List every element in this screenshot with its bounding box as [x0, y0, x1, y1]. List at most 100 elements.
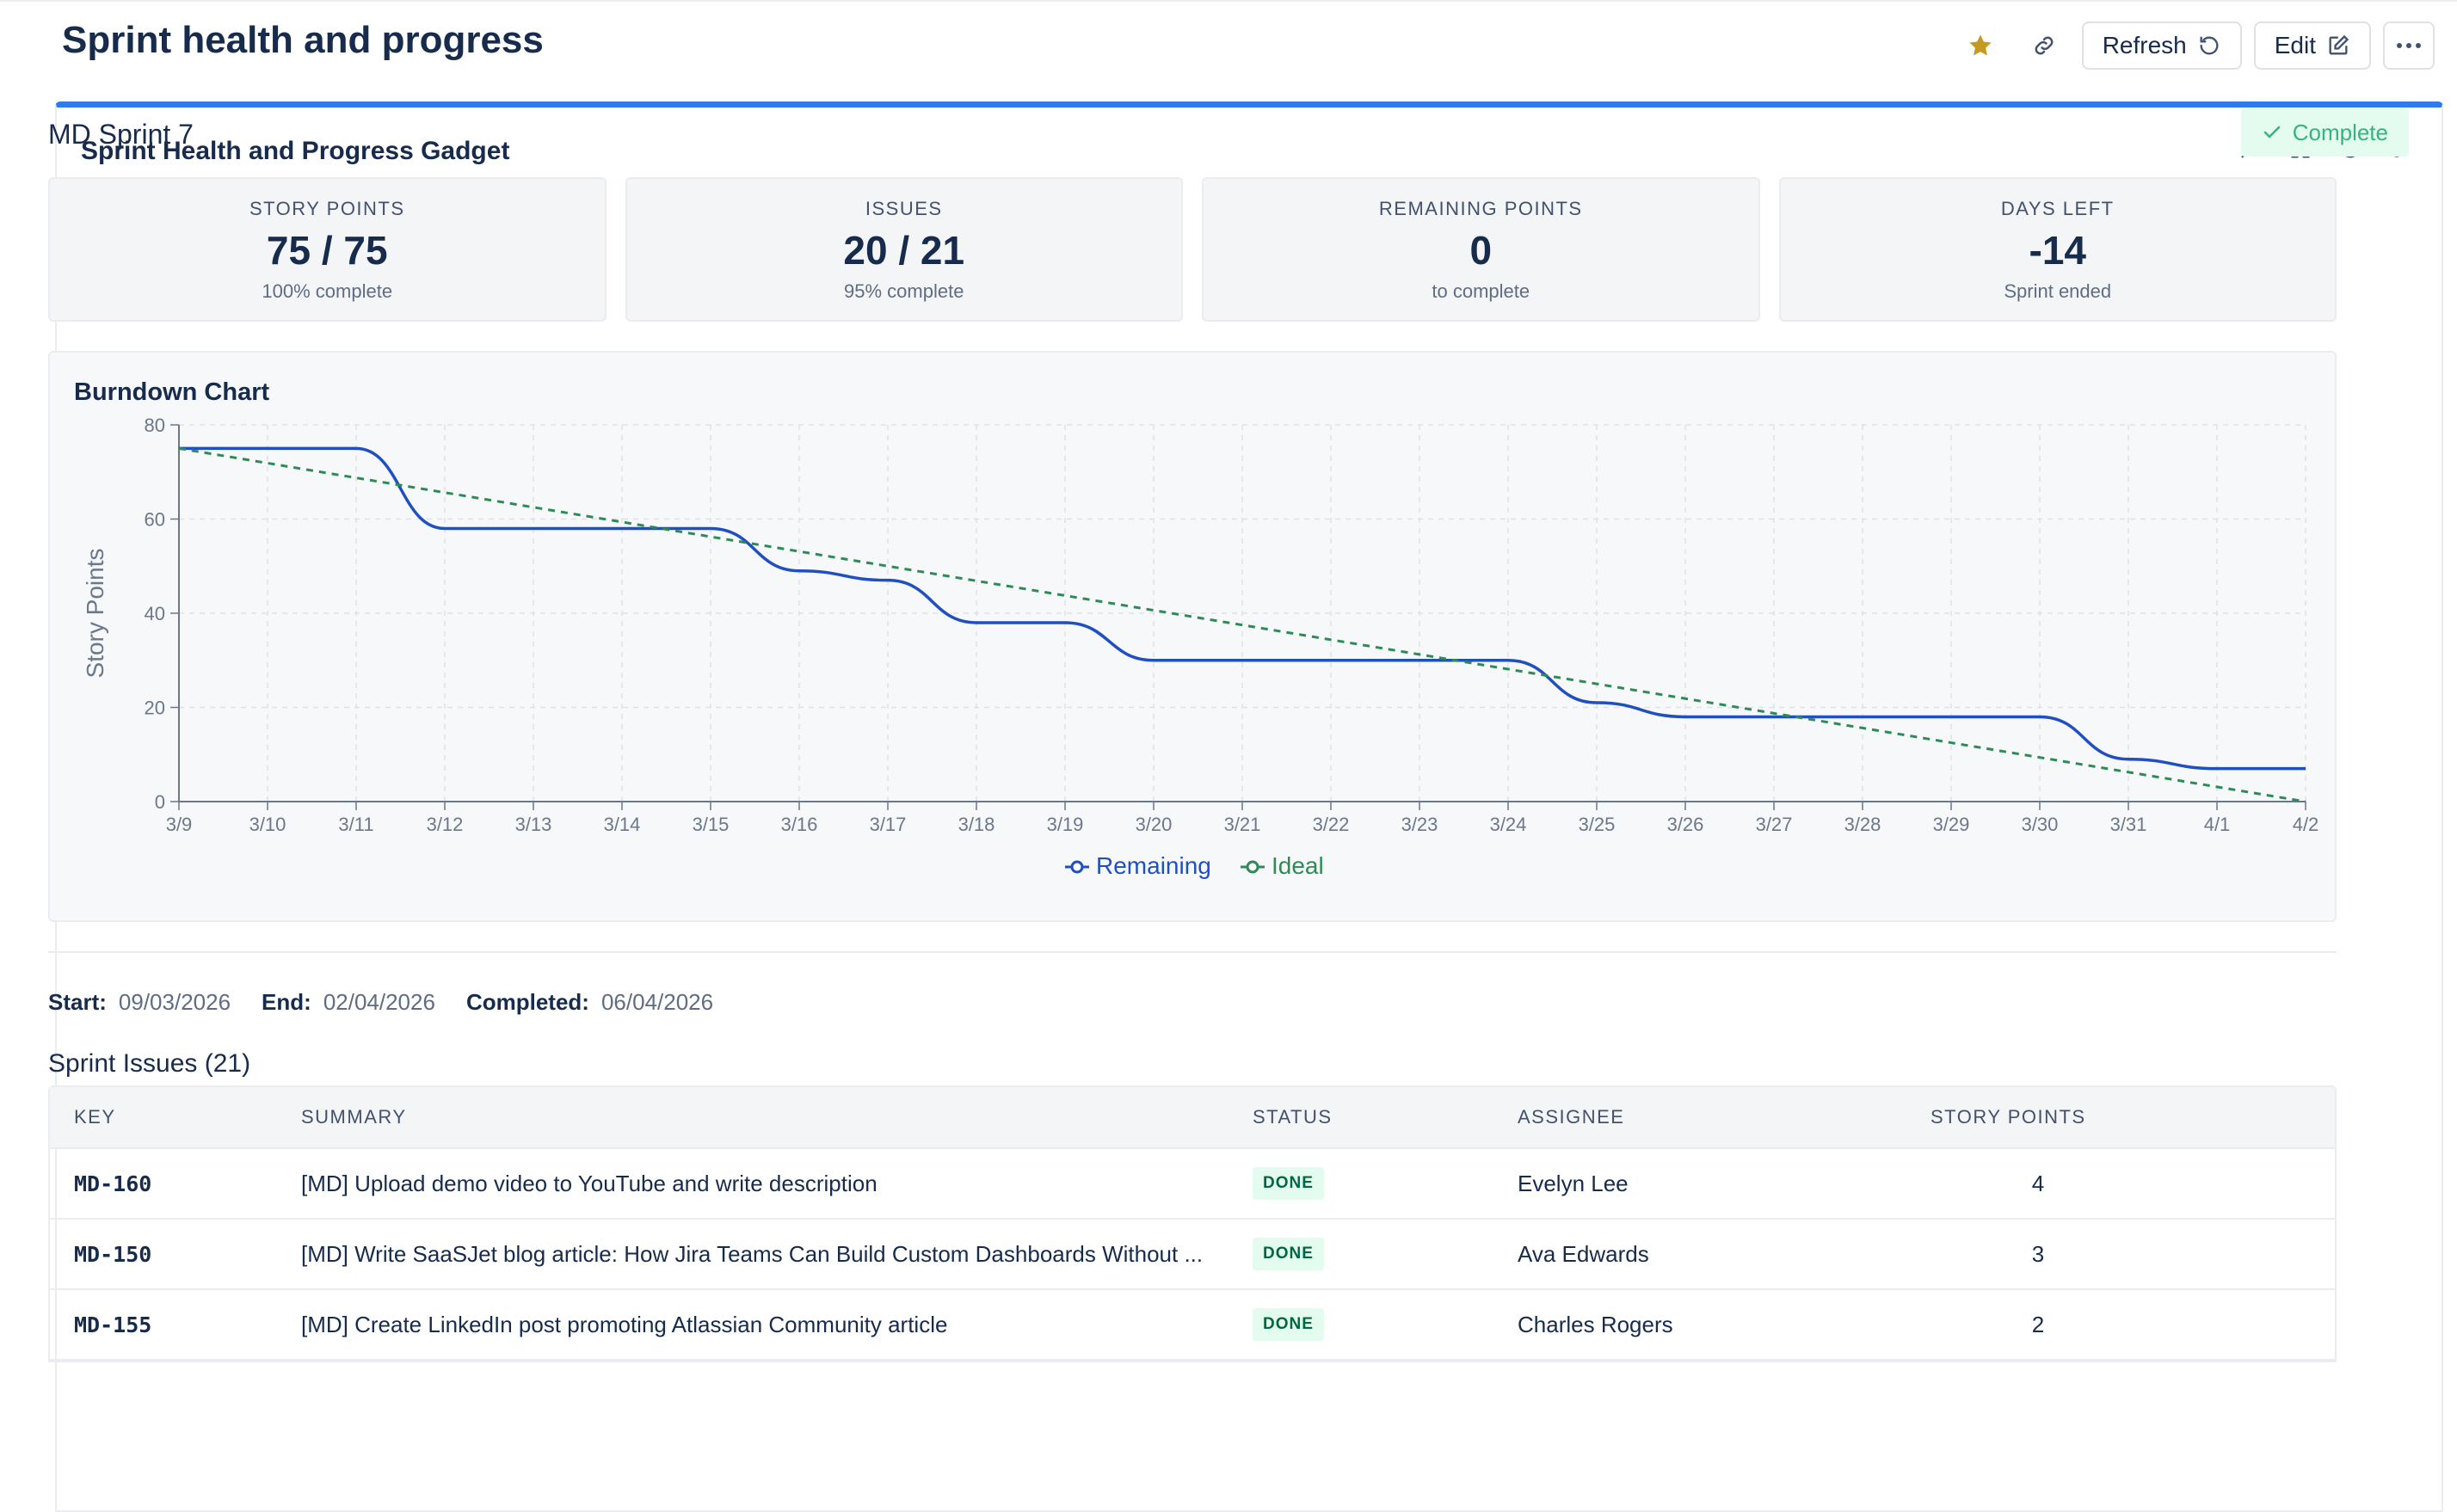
burndown-chart: 0 20 40 60 80 3/9 3/10 3/11 3/12 3/13 3/14 3/15 3/16… [82, 415, 2319, 879]
metric-value: 0 [1469, 228, 1493, 273]
metric-days-left: DAYS LEFT -14 Sprint ended [1778, 177, 2337, 322]
refresh-icon [2200, 36, 2219, 55]
status-badge: DONE [1253, 1308, 1324, 1341]
header-actions: Refresh Edit [1955, 21, 2435, 71]
refresh-button-label: Refresh [2102, 32, 2187, 58]
legend-marker [1070, 860, 1084, 874]
metric-remaining-points: REMAINING POINTS 0 to complete [1202, 177, 1760, 322]
start-date: Start: 09/03/2026 [48, 989, 231, 1016]
x-tick-label: 3/25 [1579, 814, 1616, 835]
completed-date-value: 06/04/2026 [600, 989, 714, 1015]
x-tick-label: 3/17 [870, 814, 907, 835]
issue-assignee: Charles Rogers [1518, 1311, 1673, 1337]
x-tick-label: 3/26 [1667, 814, 1704, 835]
metric-label: DAYS LEFT [2000, 198, 2115, 219]
metric-label: STORY POINTS [249, 198, 405, 219]
metrics-row: STORY POINTS 75 / 75 100% complete ISSUE… [48, 177, 2337, 322]
sprint-name: MD Sprint 7 [48, 119, 194, 150]
y-tick-label: 40 [145, 603, 165, 624]
page-title: Sprint health and progress [62, 19, 544, 61]
more-icon [2397, 43, 2421, 48]
legend-label-remaining: Remaining [1096, 852, 1211, 879]
metric-subtext: Sprint ended [2004, 280, 2112, 302]
copy-link-button[interactable] [2018, 21, 2070, 71]
x-tick-label: 3/30 [2022, 814, 2059, 835]
start-date-value: 09/03/2026 [118, 989, 231, 1015]
x-tick-label: 3/13 [515, 814, 552, 835]
legend-marker [1246, 860, 1259, 874]
issue-key[interactable]: MD-150 [74, 1241, 152, 1267]
table-row[interactable]: MD-150 [MD] Write SaaSJet blog article: … [50, 1220, 2335, 1290]
sprint-status-badge: Complete [2240, 108, 2409, 157]
edit-icon [2329, 34, 2349, 55]
issue-summary[interactable]: [MD] Create LinkedIn post promoting Atla… [301, 1311, 948, 1337]
column-header-status[interactable]: STATUS [1253, 1106, 1333, 1128]
metric-subtext: to complete [1432, 280, 1530, 302]
metric-value: 20 / 21 [843, 228, 965, 273]
metric-story-points: STORY POINTS 75 / 75 100% complete [48, 177, 607, 322]
y-tick-label: 60 [145, 509, 165, 531]
issue-key[interactable]: MD-155 [74, 1312, 152, 1337]
table-row[interactable]: MD-155 [MD] Create LinkedIn post promoti… [50, 1290, 2335, 1361]
sprint-issues-table: KEY SUMMARY STATUS ASSIGNEE STORY POINTS… [48, 1085, 2337, 1362]
completed-date: Completed: 06/04/2026 [466, 989, 713, 1016]
burndown-chart-card: 0 20 40 60 80 3/9 3/10 3/11 3/12 3/13 3/14 3/15 3/16… [48, 351, 2337, 922]
metric-value: -14 [2029, 228, 2086, 273]
x-tick-label: 3/23 [1401, 814, 1438, 835]
star-button[interactable] [1955, 21, 2006, 71]
edit-button-label: Edit [2274, 32, 2316, 58]
top-border [0, 0, 2457, 2]
issue-story-points: 3 [2031, 1240, 2045, 1267]
issue-assignee: Ava Edwards [1518, 1240, 1649, 1267]
y-tick-label: 80 [145, 415, 165, 436]
issue-summary[interactable]: [MD] Upload demo video to YouTube and wr… [301, 1170, 878, 1196]
issue-key[interactable]: MD-160 [74, 1171, 152, 1196]
metric-subtext: 95% complete [844, 280, 964, 302]
x-tick-label: 3/9 [166, 814, 193, 835]
column-header-story-points[interactable]: STORY POINTS [1931, 1106, 2086, 1128]
issues-section-title: Sprint Issues (21) [48, 1049, 251, 1078]
completed-date-label: Completed: [465, 989, 589, 1015]
legend-label-ideal: Ideal [1272, 852, 1324, 879]
table-row[interactable]: MD-160 [MD] Upload demo video to YouTube… [50, 1149, 2335, 1220]
series-line-ideal [178, 446, 2306, 803]
metric-label: REMAINING POINTS [1378, 198, 1583, 219]
x-tick-label: 3/27 [1756, 814, 1793, 835]
end-date: End: 02/04/2026 [262, 989, 435, 1016]
metric-issues: ISSUES 20 / 21 95% complete [625, 177, 1183, 322]
y-axis-label: Story Points [82, 549, 108, 679]
status-badge: DONE [1253, 1238, 1324, 1270]
issue-assignee: Evelyn Lee [1518, 1170, 1629, 1196]
x-tick-label: 3/31 [2110, 814, 2147, 835]
x-tick-label: 3/11 [338, 814, 373, 835]
y-tick-label: 20 [145, 698, 165, 719]
check-icon [2263, 126, 2280, 138]
x-tick-label: 3/24 [1490, 814, 1527, 835]
issue-story-points: 2 [2031, 1311, 2045, 1337]
x-tick-label: 3/29 [1933, 814, 1970, 835]
metric-value: 75 / 75 [266, 228, 388, 273]
x-tick-label: 4/2 [2293, 814, 2319, 835]
end-date-label: End: [262, 989, 311, 1015]
edit-button[interactable]: Edit [2253, 22, 2371, 70]
section-divider [48, 951, 2337, 953]
more-button[interactable] [2383, 22, 2435, 70]
start-date-label: Start: [48, 989, 107, 1015]
sprint-status-label: Complete [2292, 119, 2388, 145]
issue-summary[interactable]: [MD] Write SaaSJet blog article: How Jir… [301, 1240, 1204, 1267]
x-tick-label: 3/20 [1136, 814, 1173, 835]
column-header-key[interactable]: KEY [74, 1106, 116, 1128]
issue-story-points: 4 [2031, 1170, 2045, 1196]
x-tick-label: 3/28 [1844, 814, 1881, 835]
x-tick-label: 3/10 [249, 814, 286, 835]
gadget-title: Sprint Health and Progress Gadget [81, 137, 510, 165]
status-badge: DONE [1253, 1167, 1324, 1200]
refresh-button[interactable]: Refresh [2081, 22, 2242, 70]
column-header-summary[interactable]: SUMMARY [301, 1106, 407, 1128]
x-tick-label: 3/21 [1224, 814, 1261, 835]
x-tick-label: 3/22 [1313, 814, 1350, 835]
y-tick-label: 0 [155, 791, 165, 813]
column-header-assignee[interactable]: ASSIGNEE [1518, 1106, 1625, 1128]
table-header: KEY SUMMARY STATUS ASSIGNEE STORY POINTS [50, 1087, 2335, 1149]
star-icon [1969, 34, 1992, 56]
